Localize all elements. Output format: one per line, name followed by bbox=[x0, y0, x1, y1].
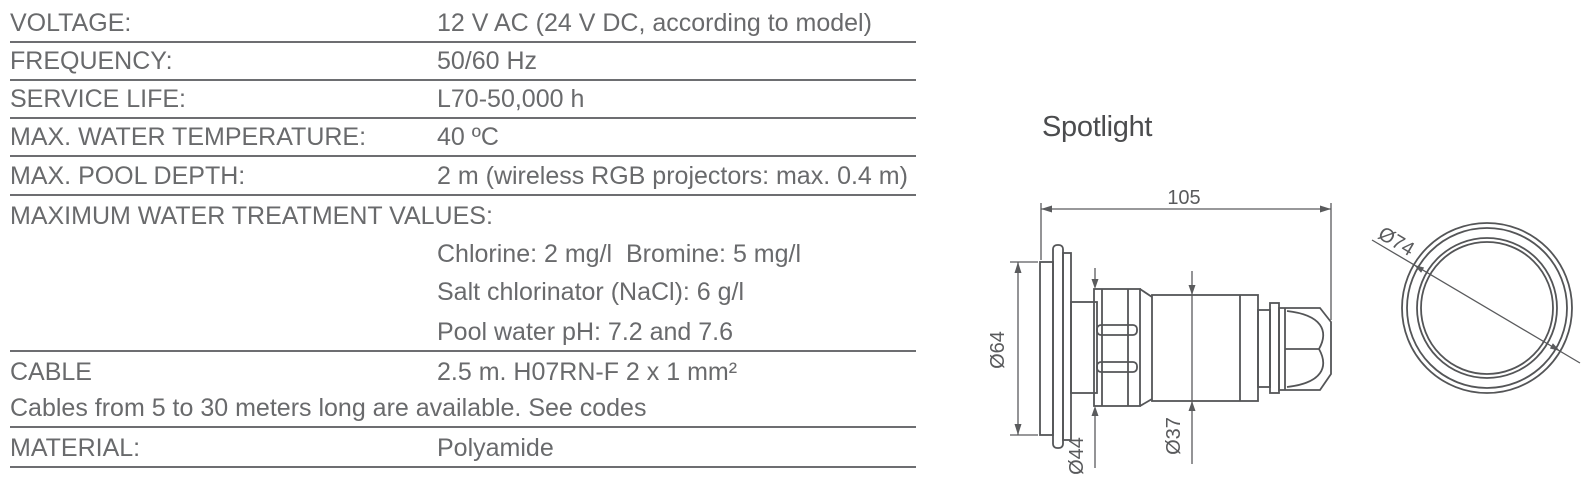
spec-row-frequency: FREQUENCY: 50/60 Hz bbox=[10, 43, 916, 81]
spec-value: Salt chlorinator (NaCl): 6 g/l bbox=[437, 277, 745, 306]
spec-label: MAXIMUM WATER TREATMENT VALUES: bbox=[10, 201, 493, 230]
spec-row-chlorine-bromine: Chlorine: 2 mg/l Bromine: 5 mg/l bbox=[10, 234, 916, 272]
diagram-title: Spotlight bbox=[1042, 111, 1153, 143]
spec-row-pool-water-ph: Pool water pH: 7.2 and 7.6 bbox=[10, 310, 916, 352]
spec-label: MAX. POOL DEPTH: bbox=[10, 161, 246, 190]
spotlight-front-view bbox=[1401, 222, 1573, 394]
spec-value: 2 m (wireless RGB projectors: max. 0.4 m… bbox=[437, 161, 908, 190]
dim-label-diameter-64: Ø64 bbox=[990, 331, 1009, 369]
spec-value: 40 ºC bbox=[437, 122, 499, 151]
spec-label: CABLE bbox=[10, 357, 92, 386]
spec-row-salt-chlorinator: Salt chlorinator (NaCl): 6 g/l bbox=[10, 272, 916, 310]
spec-label: MAX. WATER TEMPERATURE: bbox=[10, 122, 367, 151]
spec-row-voltage: VOLTAGE: 12 V AC (24 V DC, according to … bbox=[10, 0, 916, 43]
spec-table: VOLTAGE: 12 V AC (24 V DC, according to … bbox=[10, 0, 916, 468]
spec-note: Cables from 5 to 30 meters long are avai… bbox=[10, 393, 647, 422]
dimension-lines bbox=[1010, 203, 1581, 468]
spec-value: 50/60 Hz bbox=[437, 46, 538, 75]
dim-label-diameter-74: Ø74 bbox=[1374, 223, 1418, 261]
dimension-arrows bbox=[1014, 205, 1560, 435]
dim-label-diameter-44: Ø44 bbox=[1066, 437, 1088, 475]
spec-value: L70-50,000 h bbox=[437, 84, 585, 113]
spec-label: MATERIAL: bbox=[10, 433, 141, 462]
dim-label-diameter-37: Ø37 bbox=[1163, 417, 1185, 455]
spec-label: SERVICE LIFE: bbox=[10, 84, 186, 113]
spec-value: 12 V AC (24 V DC, according to model) bbox=[437, 8, 872, 37]
spec-row-max-water-temperature: MAX. WATER TEMPERATURE: 40 ºC bbox=[10, 119, 916, 157]
spec-value: Chlorine: 2 mg/l Bromine: 5 mg/l bbox=[437, 239, 802, 268]
spec-value: Polyamide bbox=[437, 433, 554, 462]
spec-row-max-pool-depth: MAX. POOL DEPTH: 2 m (wireless RGB proje… bbox=[10, 157, 916, 196]
spec-label: FREQUENCY: bbox=[10, 46, 173, 75]
spec-row-cable-note: Cables from 5 to 30 meters long are avai… bbox=[10, 390, 916, 428]
dim-label-length-105: 105 bbox=[1167, 187, 1200, 209]
spec-value: 2.5 m. H07RN-F 2 x 1 mm² bbox=[437, 357, 738, 386]
spec-row-service-life: SERVICE LIFE: L70-50,000 h bbox=[10, 81, 916, 119]
spec-label: VOLTAGE: bbox=[10, 8, 132, 37]
spec-row-water-treatment-header: MAXIMUM WATER TREATMENT VALUES: bbox=[10, 196, 916, 234]
spotlight-side-view bbox=[1039, 244, 1332, 449]
spec-row-cable: CABLE 2.5 m. H07RN-F 2 x 1 mm² bbox=[10, 352, 916, 390]
spotlight-technical-drawing: 105 Ø64 Ø44 Ø37 Ø74 bbox=[990, 187, 1581, 475]
spec-row-material: MATERIAL: Polyamide bbox=[10, 428, 916, 468]
spec-value: Pool water pH: 7.2 and 7.6 bbox=[437, 317, 734, 346]
